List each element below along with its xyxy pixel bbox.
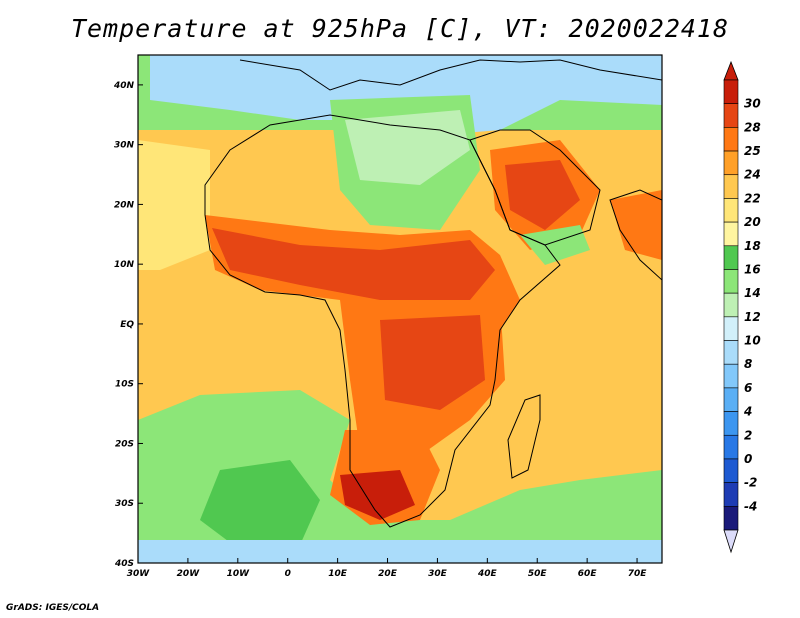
lat-tick-label: 20N [114,200,135,210]
colorbar-swatch [723,221,739,247]
lon-tick-label: 30W [127,569,151,579]
sahel-hot [212,228,495,300]
lat-tick-label: 20S [115,439,134,449]
colorbar-swatch [723,150,739,176]
grads-credit: GrADS: IGES/COLA [6,603,100,613]
colorbar-over-arrow [723,60,739,81]
colorbar-swatch [723,363,739,389]
colorbar-swatch [723,506,739,531]
colorbar-level-label: 24 [744,168,761,182]
colorbar-level-label: 18 [744,239,761,253]
colorbar-level-label: 8 [744,357,752,371]
colorbar-level-label: 28 [744,120,761,134]
far-south-cool [138,540,662,563]
colorbar-level-label: 10 [744,334,761,348]
lon-tick-label: 10W [227,569,251,579]
colorbar-level-label: 20 [744,215,761,229]
colorbar-swatch [723,340,739,365]
southern-africa-hot [340,470,415,520]
lon-tick-label: 0 [285,569,291,579]
colorbar-level-label: 22 [744,191,761,205]
colorbar-swatch [723,198,739,223]
india-warm [610,190,662,260]
india-coastline [609,189,662,281]
colorbar-swatch [723,292,739,318]
lon-tick-label: 70E [628,569,648,579]
lat-tick-label: 10N [114,260,135,270]
colorbar-swatch [723,269,739,294]
map-title: Temperature at 925hPa [C], VT: 202002241… [70,14,730,43]
lat-tick-label: 30N [114,141,135,151]
colorbar-swatch [723,387,739,412]
temperature-field [138,55,662,563]
colorbar-swatch [723,458,739,483]
colorbar-swatch [723,482,739,507]
colorbar-level-label: 12 [744,310,761,324]
colorbar-swatch [723,411,739,436]
central-africa-core [380,315,485,410]
west-atlantic-pale [138,140,210,270]
europe-coastline [239,59,662,91]
colorbar-swatch [723,174,739,199]
lat-tick-label: 30S [115,499,134,509]
colorbar-under-arrow [723,529,739,554]
sahara-core-cool [345,110,470,185]
lat-tick-label: 40N [113,81,135,91]
arabia-coastline [469,129,601,246]
colorbar-level-label: -4 [744,499,757,513]
colorbar-swatch [723,316,739,341]
madagascar-coastline [507,394,541,479]
lat-tick-label: EQ [120,320,134,330]
horn-cool [520,225,590,265]
mediterranean-cool [150,55,662,135]
colorbar-level-label: 14 [744,286,761,300]
lon-tick-label: 20E [378,569,398,579]
colorbar-level-label: -2 [744,476,757,490]
lat-tick-label: 10S [115,380,134,390]
map-frame [137,54,663,564]
colorbar-level-label: 30 [744,97,761,111]
colorbar-swatch [723,103,739,128]
lon-tick-label: 50E [528,569,548,579]
south-atlantic-cold [200,460,320,550]
colorbar-level-label: 4 [743,405,752,419]
colorbar-swatch [723,245,739,270]
colorbar-level-label: 0 [744,452,752,466]
lat-tick-label: 40S [114,559,134,569]
lon-tick-label: 30E [428,569,448,579]
colorbar-swatch [723,79,739,104]
lon-tick-label: 10E [328,569,348,579]
colorbar-level-label: 16 [744,262,761,276]
latitude-axis: 40N 30N 20N 10N EQ 10S 20S 30S 40S [113,81,143,569]
colorbar-swatch [723,127,739,152]
colorbar-level-label: 25 [744,144,761,158]
colorbar-level-label: 6 [744,381,752,395]
arabia-hot [505,160,580,230]
lon-tick-label: 20W [177,569,201,579]
colorbar-level-label: 2 [744,428,752,442]
longitude-axis: 30W 20W 10W 0 10E 20E 30E 40E 50E 60E 70E [127,558,647,579]
africa-coastline [204,114,561,528]
lon-tick-label: 40E [477,569,498,579]
colorbar-swatch [723,434,739,460]
lon-tick-label: 60E [578,569,598,579]
